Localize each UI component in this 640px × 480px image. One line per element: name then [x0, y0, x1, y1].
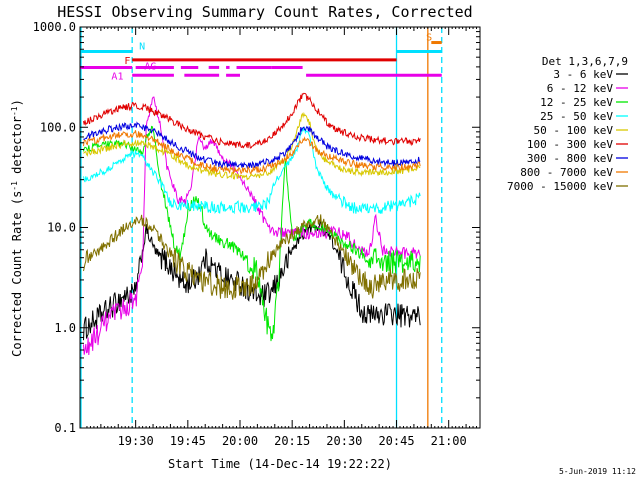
flag-label: F — [124, 56, 130, 67]
legend-entry-label: 50 - 100 keV — [534, 124, 614, 137]
flag-label: AG — [144, 61, 156, 72]
series-line — [83, 111, 421, 181]
legend-entry-label: 7000 - 15000 keV — [507, 180, 613, 193]
x-tick-label: 19:30 — [118, 434, 154, 448]
y-axis-label-suffix: ) — [10, 99, 24, 106]
plot-frame — [79, 26, 481, 429]
y-axis-label-prefix: Corrected Count Rate (s — [10, 191, 24, 357]
y-tick-label: 100.0 — [40, 120, 76, 134]
legend-entry-label: 6 - 12 keV — [547, 82, 614, 95]
series-group — [83, 92, 421, 356]
series-line — [83, 130, 421, 175]
legend-entry-label: 25 - 50 keV — [540, 110, 613, 123]
legend-entry-label: 12 - 25 keV — [540, 96, 613, 109]
y-axis-label-mid: detector — [10, 116, 24, 181]
y-axis-label-sup2: -1 — [10, 106, 19, 116]
flag-label: N — [139, 41, 145, 52]
legend-entry-label: 300 - 800 keV — [527, 152, 613, 165]
flag-bars: N S F AG A1 — [80, 33, 442, 82]
x-tick-label: 21:00 — [431, 434, 467, 448]
y-tick-label: 1000.0 — [33, 20, 76, 34]
x-axis-label: Start Time (14-Dec-14 19:22:22) — [168, 457, 392, 471]
series-line — [83, 92, 421, 149]
y-axis-label-sup1: -1 — [10, 181, 19, 191]
y-axis-label: Corrected Count Rate (s-1 detector-1) — [10, 99, 25, 357]
timestamp: 5-Jun-2019 11:12 — [559, 467, 636, 476]
flag-label: S — [426, 33, 432, 44]
series-line — [83, 126, 421, 215]
legend-entry-label: 3 - 6 keV — [553, 68, 613, 81]
y-tick-label: 10.0 — [47, 221, 76, 235]
x-tick-label: 20:15 — [274, 434, 310, 448]
y-tick-label: 0.1 — [54, 421, 76, 435]
series-line — [83, 220, 421, 341]
legend-entry-label: 800 - 7000 keV — [520, 166, 613, 179]
legend-entry-label: 100 - 300 keV — [527, 138, 613, 151]
chart-title: HESSI Observing Summary Count Rates, Cor… — [57, 3, 472, 21]
x-tick-label: 20:45 — [378, 434, 414, 448]
flag-label: A1 — [111, 71, 123, 82]
x-tick-label: 19:45 — [170, 434, 206, 448]
y-tick-label: 1.0 — [54, 321, 76, 335]
legend-header: Det 1,3,6,7,9 — [542, 55, 628, 68]
vertical-markers — [80, 27, 443, 428]
x-tick-label: 20:00 — [222, 434, 258, 448]
x-tick-label: 20:30 — [326, 434, 362, 448]
series-line — [83, 121, 421, 170]
series-line — [83, 214, 421, 300]
series-line — [83, 96, 421, 356]
series-line — [83, 125, 421, 342]
axes: 19:30 19:45 20:00 20:15 20:30 20:45 21:00 0.1 1.… — [33, 20, 481, 448]
